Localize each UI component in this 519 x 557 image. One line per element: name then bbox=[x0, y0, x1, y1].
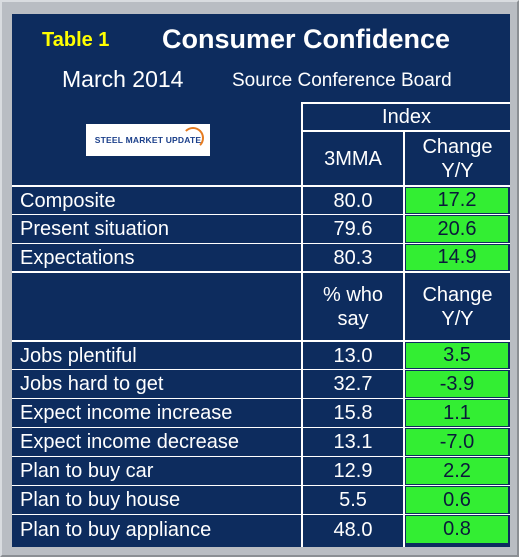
divider-col2 bbox=[403, 131, 405, 547]
row-value: 48.0 bbox=[333, 519, 373, 541]
divider-row bbox=[12, 485, 510, 486]
table-panel: Table 1 Consumer Confidence March 2014 S… bbox=[12, 14, 510, 547]
row-label: Plan to buy appliance bbox=[20, 519, 212, 541]
row-change: 2.2 bbox=[406, 458, 508, 484]
divider-section1-top bbox=[12, 185, 510, 187]
row-change: 17.2 bbox=[406, 188, 508, 213]
row-label: Present situation bbox=[20, 218, 169, 240]
divider-col1 bbox=[301, 102, 303, 547]
divider-index-bottom bbox=[301, 130, 510, 132]
divider-row bbox=[12, 243, 510, 244]
report-date: March 2014 bbox=[62, 66, 184, 92]
row-change: 0.8 bbox=[406, 516, 508, 543]
row-change: -7.0 bbox=[406, 429, 508, 455]
divider-row bbox=[12, 398, 510, 399]
col-change-header-2: Change Y/Y bbox=[422, 284, 493, 330]
steel-market-update-logo: STEEL MARKET UPDATE bbox=[86, 124, 210, 156]
divider-row bbox=[12, 456, 510, 457]
col-3mma-header: 3MMA bbox=[324, 147, 382, 170]
divider-index-top bbox=[301, 102, 510, 104]
row-change: 3.5 bbox=[406, 343, 508, 368]
row-value: 15.8 bbox=[333, 402, 373, 424]
row-value: 13.0 bbox=[333, 344, 373, 367]
row-value: 32.7 bbox=[333, 373, 373, 395]
row-value: 13.1 bbox=[333, 431, 373, 453]
row-label: Jobs hard to get bbox=[20, 373, 164, 395]
divider-section1-bottom bbox=[12, 271, 510, 273]
logo-text: STEEL MARKET UPDATE bbox=[94, 135, 202, 145]
row-value: 12.9 bbox=[333, 460, 373, 482]
col-who-say-header: % who say bbox=[322, 284, 384, 330]
table-label: Table 1 bbox=[42, 29, 110, 51]
row-value: 80.3 bbox=[333, 246, 373, 269]
row-value: 79.6 bbox=[333, 218, 373, 240]
row-change: 0.6 bbox=[406, 487, 508, 513]
row-change: 14.9 bbox=[406, 245, 508, 270]
index-group-header: Index bbox=[382, 106, 431, 128]
logo-arc-icon bbox=[182, 127, 204, 149]
page-title: Consumer Confidence bbox=[162, 24, 451, 54]
row-value: 5.5 bbox=[339, 489, 367, 511]
row-label: Plan to buy house bbox=[20, 489, 181, 511]
row-label: Expectations bbox=[20, 246, 135, 269]
row-change: 1.1 bbox=[406, 400, 508, 426]
report-source: Source Conference Board bbox=[232, 70, 452, 91]
row-value: 80.0 bbox=[333, 189, 373, 212]
divider-row bbox=[12, 369, 510, 370]
row-label: Plan to buy car bbox=[20, 460, 154, 482]
col-change-header: Change Y/Y bbox=[422, 135, 493, 182]
divider-section2-top bbox=[12, 340, 510, 342]
row-label: Jobs plentiful bbox=[20, 344, 137, 367]
row-change: 20.6 bbox=[406, 216, 508, 242]
divider-row bbox=[12, 214, 510, 215]
row-label: Composite bbox=[20, 189, 116, 212]
divider-row bbox=[12, 427, 510, 428]
row-label: Expect income decrease bbox=[20, 431, 240, 453]
row-change: -3.9 bbox=[406, 371, 508, 397]
divider-row bbox=[12, 514, 510, 515]
row-label: Expect income increase bbox=[20, 402, 233, 424]
